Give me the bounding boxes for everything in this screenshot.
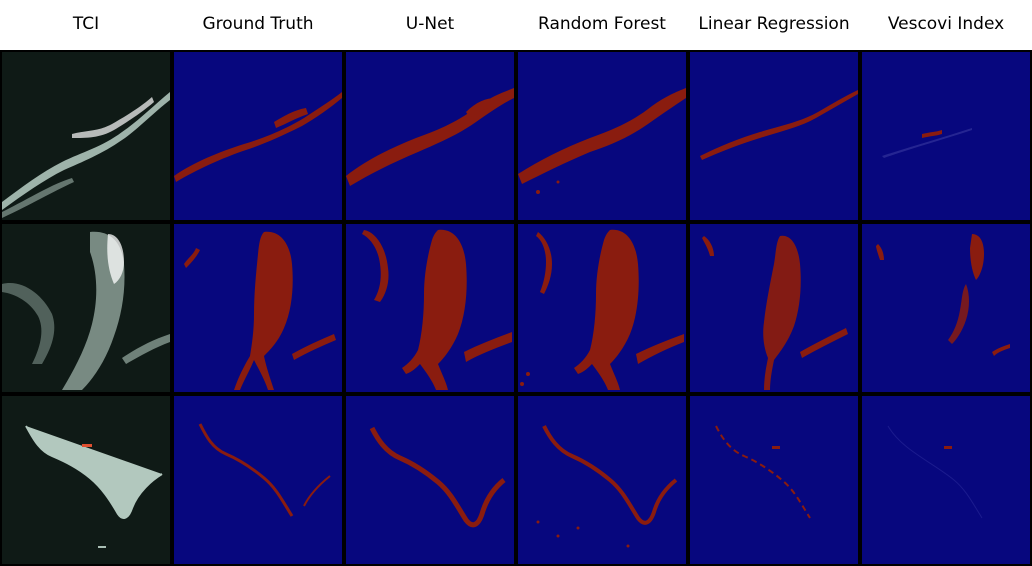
column-title-unet: U-Net [405,14,455,34]
tci-image-row-2 [2,224,170,392]
random-forest-mask-row-1 [518,52,686,220]
ground-truth-mask-row-1 [174,52,342,220]
column-title-vescovi-index: Vescovi Index [887,14,1005,34]
unet-mask-row-1 [346,52,514,220]
tci-image-row-3 [2,396,170,564]
vescovi-index-mask-row-3 [862,396,1030,564]
unet-mask-row-2 [346,224,514,392]
linear-regression-mask-row-1 [690,52,858,220]
random-forest-mask-row-2 [518,224,686,392]
random-forest-mask-row-3 [518,396,686,564]
linear-regression-mask-row-3 [690,396,858,564]
tci-image-row-1 [2,52,170,220]
column-title-ground-truth: Ground Truth [202,14,314,34]
linear-regression-mask-row-2 [690,224,858,392]
vescovi-index-mask-row-2 [862,224,1030,392]
ground-truth-mask-row-3 [174,396,342,564]
ground-truth-mask-row-2 [174,224,342,392]
column-title-random-forest: Random Forest [538,14,666,34]
vescovi-index-mask-row-1 [862,52,1030,220]
image-grid [0,50,1032,566]
unet-mask-row-3 [346,396,514,564]
column-title-linear-regression: Linear Regression [698,14,850,34]
column-title-tci: TCI [72,14,100,34]
column-header-bar: TCI Ground Truth U-Net Random Forest Lin… [0,0,1032,50]
